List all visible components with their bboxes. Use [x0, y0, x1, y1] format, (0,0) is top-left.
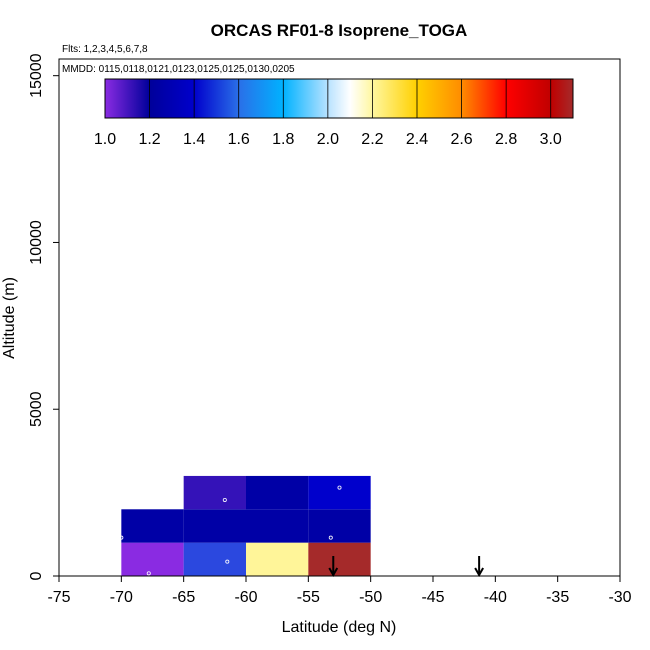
colorbar-tick-label: 1.2: [138, 131, 160, 148]
heatmap-cell: [121, 509, 184, 543]
y-tick-label: 0: [28, 571, 45, 580]
sample-point: [225, 559, 230, 564]
colorbar-ramp: [104, 78, 574, 119]
heatmap-cells: [121, 475, 371, 576]
colorbar-tick-label: 1.6: [228, 131, 250, 148]
colorbar-tick-label: 2.2: [361, 131, 383, 148]
heatmap-cell: [308, 542, 371, 576]
colorbar-tick-label: 2.8: [495, 131, 517, 148]
heatmap-cell: [121, 542, 184, 576]
chart-title: ORCAS RF01-8 Isoprene_TOGA: [211, 21, 468, 40]
sample-point: [146, 571, 151, 576]
heatmap-cell: [183, 509, 246, 543]
heatmap-cell: [246, 475, 309, 510]
x-tick-label: -60: [234, 589, 257, 606]
heatmap-cell: [183, 542, 246, 576]
sample-point: [119, 535, 124, 540]
arrow-marker: [328, 556, 339, 578]
x-axis: -75 -70 -65 -60 -55 -50 -45 -40 -35 -30: [47, 575, 632, 606]
sample-points: [119, 485, 342, 576]
heatmap-cell: [246, 509, 309, 543]
x-tick-label: -50: [359, 589, 382, 606]
heatmap-cell: [308, 509, 371, 543]
arrow-marker: [474, 556, 484, 578]
sample-point: [328, 535, 333, 540]
y-tick-label: 10000: [28, 220, 45, 265]
dates-annotation: MMDD: 0115,0118,0121,0123,0125,0125,0130…: [62, 64, 295, 75]
sample-point: [337, 485, 342, 490]
colorbar-tick-label: 1.8: [272, 131, 294, 148]
x-tick-label: -75: [47, 589, 70, 606]
colorbar-tick-label: 1.4: [183, 131, 205, 148]
x-tick-label: -35: [546, 589, 569, 606]
heatmap-cell: [183, 475, 246, 510]
x-axis-label: Latitude (deg N): [282, 619, 397, 636]
x-tick-label: -70: [110, 589, 133, 606]
flights-annotation: Flts: 1,2,3,4,5,6,7,8: [62, 44, 148, 55]
colorbar-tick-label: 2.4: [406, 131, 428, 148]
heatmap-cell: [308, 475, 371, 510]
colorbar: 1.0 1.2 1.4 1.6 1.8 2.0 2.2 2.4 2.6 2.8 3.0: [94, 78, 574, 148]
y-axis: 0 5000 10000 15000: [28, 53, 60, 580]
colorbar-tick-label: 2.0: [317, 131, 339, 148]
heatmap-cell: [246, 542, 309, 576]
x-tick-label: -65: [172, 589, 195, 606]
y-tick-label: 5000: [28, 391, 45, 427]
sample-point: [222, 497, 227, 502]
y-tick-label: 15000: [28, 53, 45, 98]
colorbar-tick-label: 3.0: [540, 131, 562, 148]
colorbar-tick-label: 1.0: [94, 131, 116, 148]
x-tick-label: -45: [421, 589, 444, 606]
x-tick-label: -55: [297, 589, 320, 606]
y-axis-label: Altitude (m): [1, 277, 18, 359]
x-tick-label: -30: [608, 589, 631, 606]
colorbar-tick-label: 2.6: [450, 131, 472, 148]
x-tick-label: -40: [484, 589, 507, 606]
markers: [328, 556, 484, 578]
